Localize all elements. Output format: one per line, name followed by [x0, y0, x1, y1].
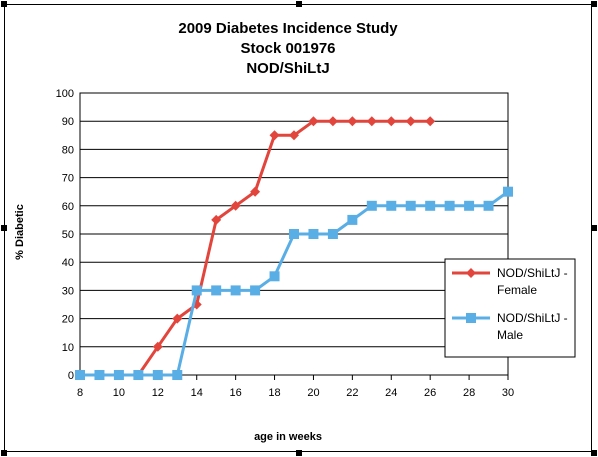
y-tick-label: 90 — [62, 116, 74, 128]
data-point-male — [172, 370, 183, 380]
data-point-female — [269, 130, 280, 141]
data-point-female — [172, 313, 183, 324]
data-point-female — [366, 116, 377, 127]
data-point-female — [152, 341, 163, 352]
resize-handle-bottom-center[interactable] — [296, 450, 302, 456]
data-point-female — [250, 186, 261, 197]
x-tick-label: 10 — [113, 387, 125, 399]
resize-handle-middle-right[interactable] — [591, 225, 597, 231]
data-point-male — [347, 214, 358, 225]
legend-male-label-line-2: Male — [497, 328, 523, 342]
legend-female-label-line-1: NOD/ShiLtJ - — [497, 266, 568, 280]
resize-handle-top-right[interactable] — [591, 1, 597, 7]
x-tick-label: 28 — [463, 387, 475, 399]
x-axis-title: age in weeks — [254, 431, 322, 443]
x-tick-label: 16 — [230, 387, 242, 399]
data-point-female — [405, 116, 416, 127]
data-point-male — [211, 285, 222, 296]
chart-title-line-3: NOD/ShiLtJ — [246, 60, 329, 77]
data-point-male — [94, 370, 105, 380]
data-point-female — [347, 116, 358, 127]
data-point-male — [230, 285, 241, 296]
x-tick-label: 20 — [307, 387, 319, 399]
y-axis-title: % Diabetic — [14, 204, 26, 260]
legend-box — [444, 258, 576, 358]
y-tick-label: 10 — [62, 342, 74, 354]
data-point-male — [75, 370, 85, 380]
data-point-female — [289, 130, 299, 141]
legend-female-marker — [466, 268, 476, 278]
data-point-male — [366, 200, 377, 211]
resize-handle-bottom-left[interactable] — [1, 450, 7, 456]
data-point-female — [386, 116, 397, 127]
data-point-male — [133, 370, 144, 380]
data-point-male — [405, 200, 416, 211]
x-tick-label: 30 — [502, 387, 514, 399]
legend-male-marker — [466, 313, 476, 323]
data-point-male — [113, 370, 124, 380]
legend: NOD/ShiLtJ - Female NOD/ShiLtJ - Male — [444, 258, 576, 358]
data-point-male — [483, 200, 494, 211]
resize-handle-top-center[interactable] — [296, 1, 302, 7]
y-tick-label: 0 — [68, 370, 74, 382]
data-point-female — [211, 214, 222, 225]
x-tick-label: 14 — [191, 387, 203, 399]
x-tick-label: 24 — [385, 387, 397, 399]
series-line-female — [80, 119, 431, 377]
data-point-male — [444, 200, 455, 211]
x-tick-label: 8 — [77, 387, 83, 399]
data-point-male — [269, 271, 280, 282]
data-point-male — [386, 200, 397, 211]
data-point-female — [327, 116, 338, 127]
resize-handle-bottom-right[interactable] — [591, 450, 597, 456]
chart-title-line-2: Stock 001976 — [240, 40, 335, 57]
y-tick-label: 30 — [62, 285, 74, 297]
data-point-male — [503, 186, 513, 197]
y-tick-label: 50 — [62, 229, 74, 241]
data-point-male — [464, 200, 475, 211]
resize-handle-middle-left[interactable] — [1, 225, 7, 231]
resize-handle-top-left[interactable] — [1, 1, 7, 7]
legend-female-label-line-2: Female — [497, 283, 537, 297]
chart-title-line-1: 2009 Diabetes Incidence Study — [178, 20, 398, 37]
data-point-female — [425, 116, 436, 127]
data-point-female — [230, 200, 241, 211]
x-tick-label: 18 — [268, 387, 280, 399]
x-tick-label: 12 — [152, 387, 164, 399]
data-point-female — [308, 116, 319, 127]
y-tick-label: 20 — [62, 314, 74, 326]
data-point-male — [425, 200, 436, 211]
y-tick-label: 100 — [56, 88, 74, 100]
data-point-male — [152, 370, 163, 380]
y-tick-label: 40 — [62, 257, 74, 269]
legend-male-label-line-1: NOD/ShiLtJ - — [497, 311, 568, 325]
y-tick-label: 70 — [62, 173, 74, 185]
data-point-male — [327, 229, 338, 239]
x-tick-label: 26 — [424, 387, 436, 399]
y-tick-label: 80 — [62, 144, 74, 156]
x-tick-label: 22 — [346, 387, 358, 399]
plot-border — [79, 92, 509, 376]
data-point-male — [289, 229, 299, 239]
series-line-male — [80, 190, 509, 377]
plot-area: 0 10 20 30 40 50 60 70 80 90 100 8 10 12 14 16 18 20 22 24 2… — [56, 88, 514, 399]
data-point-male — [308, 229, 319, 239]
data-point-male — [191, 285, 202, 296]
y-tick-label: 60 — [62, 201, 74, 213]
data-point-male — [250, 285, 261, 296]
